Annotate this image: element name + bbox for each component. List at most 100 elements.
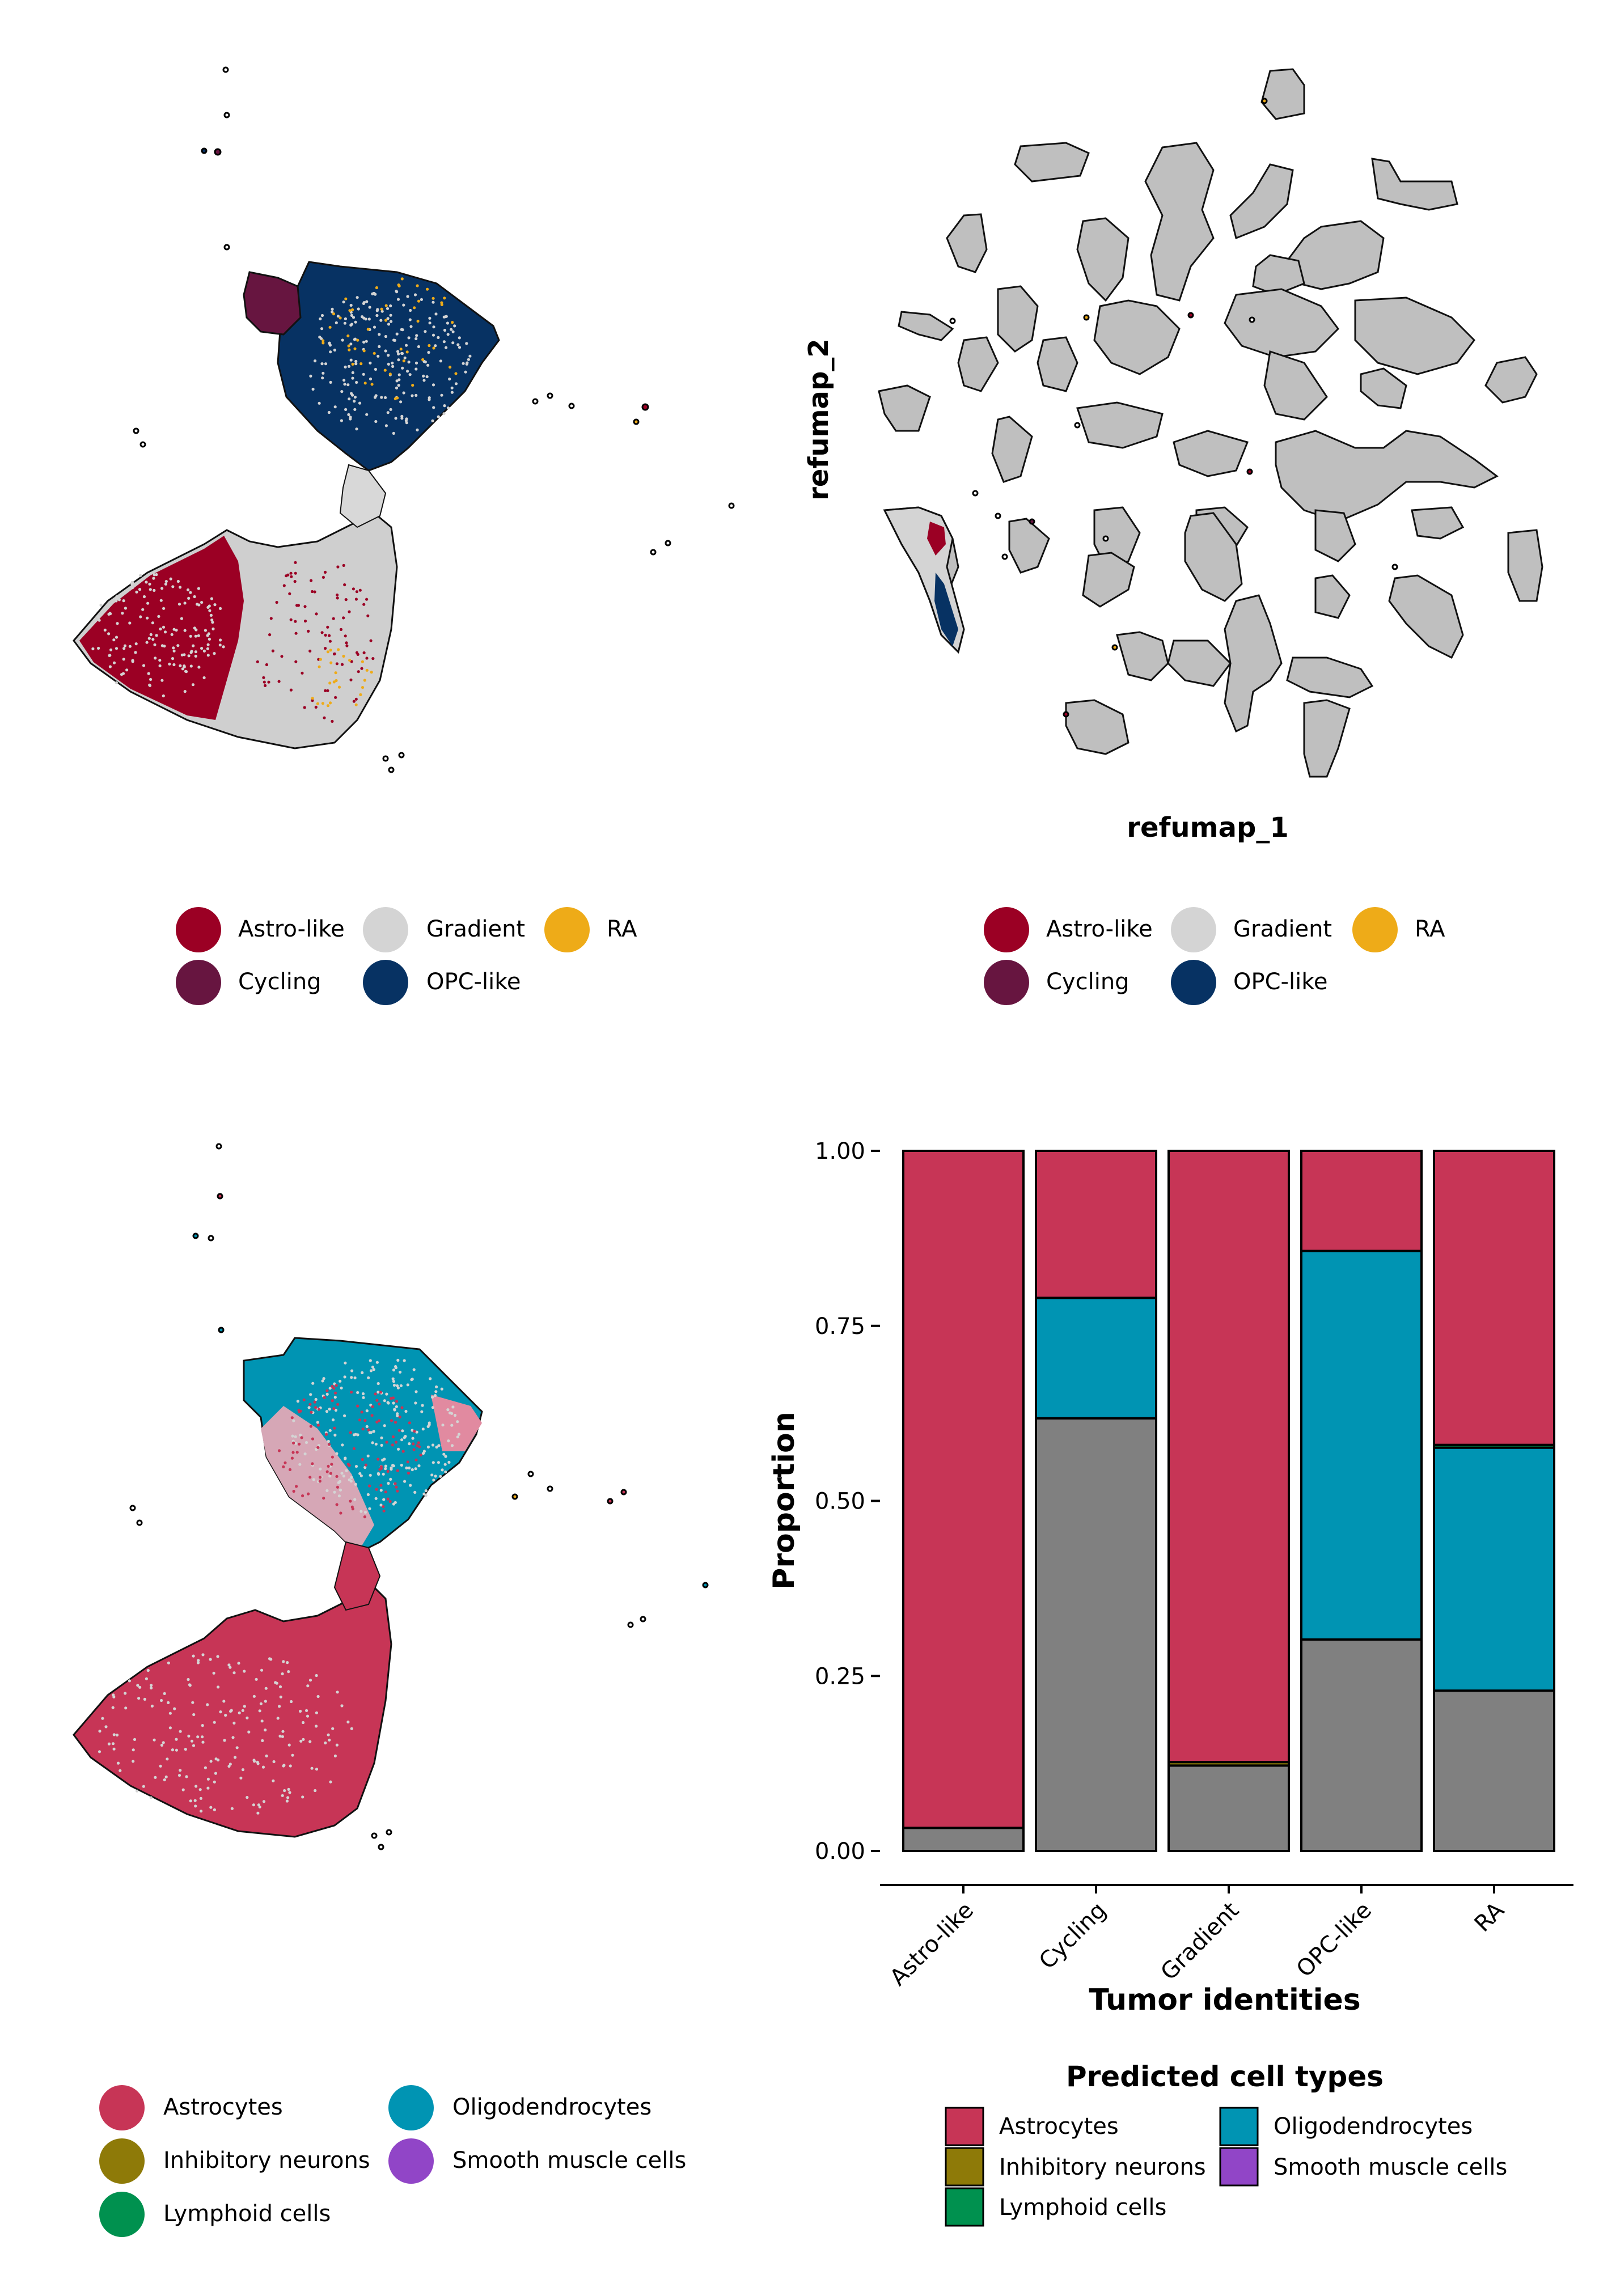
cell-dot — [371, 657, 375, 660]
bridge-region — [339, 464, 387, 528]
cell-dot — [302, 1738, 305, 1741]
cell-dot — [402, 391, 405, 395]
cell-dot — [365, 340, 368, 343]
cell-dot — [376, 1472, 380, 1475]
cell-dot — [168, 662, 171, 666]
cell-dot — [373, 325, 376, 329]
cell-dot — [211, 621, 214, 624]
cell-dot — [326, 625, 329, 629]
cell-dot — [356, 338, 359, 342]
cell-dot — [395, 289, 398, 293]
cell-dot — [374, 1392, 377, 1396]
cell-dot — [272, 1760, 276, 1764]
bar-segment-opc-like-astrocytes — [1300, 1150, 1423, 1252]
cell-dot — [392, 1401, 395, 1405]
cell-dot — [424, 330, 427, 333]
cell-dot — [137, 1697, 141, 1700]
cell-dot — [143, 1697, 146, 1701]
legend-item-lymphoid-cells: Lymphoid cells — [99, 2192, 331, 2237]
cell-dot — [292, 1441, 295, 1444]
cell-dot — [263, 680, 266, 684]
cell-dot — [394, 1501, 397, 1504]
cell-dot — [352, 1433, 356, 1437]
cell-dot — [387, 362, 390, 366]
cell-dot — [327, 1464, 330, 1468]
cell-dot — [295, 604, 299, 607]
cell-dot — [298, 1442, 301, 1446]
legend-label: Inhibitory neurons — [163, 2147, 370, 2174]
cell-dot — [320, 362, 324, 366]
cell-dot — [175, 628, 178, 632]
cell-dot — [159, 599, 163, 602]
outlier-cells — [129, 1143, 709, 1850]
cell-dot — [406, 295, 409, 298]
cell-dot — [350, 1505, 354, 1509]
cell-dot — [392, 1383, 396, 1387]
cell-dot — [202, 676, 206, 680]
cell-dot — [166, 1757, 169, 1761]
cell-dot — [404, 1409, 408, 1413]
cycling-cluster — [243, 271, 302, 336]
bar-segment-gradient-unassigned — [1167, 1764, 1290, 1853]
cell-dot — [354, 320, 357, 324]
cell-dot — [374, 420, 378, 423]
cell-dot — [152, 577, 155, 580]
cell-dot — [361, 1392, 365, 1396]
cell-dot — [394, 397, 397, 400]
cell-dot — [168, 1712, 172, 1715]
cell-dot — [334, 696, 337, 699]
cell-dot — [123, 644, 127, 647]
cell-dot — [341, 1443, 344, 1447]
cell-dot — [427, 351, 430, 354]
bar-area — [902, 1150, 1555, 1853]
outlier-cells — [133, 66, 735, 773]
cell-dot — [326, 650, 330, 654]
cell-dot — [288, 1791, 291, 1794]
cell-dot — [396, 1469, 399, 1472]
cell-dot — [361, 1427, 365, 1431]
cell-dot — [342, 300, 345, 304]
cell-dot — [222, 1700, 226, 1703]
cell-dot — [439, 359, 443, 363]
cell-dot — [320, 327, 324, 331]
cell-dot — [200, 647, 204, 650]
cell-dot — [322, 1497, 325, 1500]
cell-dot — [212, 1671, 215, 1675]
cell-dot — [378, 1403, 381, 1406]
cell-dot — [332, 680, 336, 684]
cell-dot — [206, 643, 210, 646]
cell-dot — [458, 336, 461, 340]
cell-dot — [115, 595, 119, 599]
cell-dot — [334, 1408, 338, 1412]
cell-dot — [91, 647, 95, 651]
cell-dot — [342, 1475, 346, 1478]
upper-cluster-astro — [261, 1406, 374, 1553]
cell-dot — [311, 1382, 315, 1385]
cell-dot — [328, 1408, 331, 1411]
cell-dot — [107, 1742, 111, 1746]
cell-dot — [101, 1717, 104, 1720]
cell-dot — [349, 416, 352, 419]
cell-dot — [363, 679, 366, 682]
cell-dot — [291, 1753, 294, 1757]
cell-dot — [390, 1467, 393, 1471]
legend-swatch — [363, 960, 408, 1005]
cell-dot — [291, 1451, 295, 1454]
cell-dot — [396, 1358, 400, 1362]
cell-dot — [279, 1695, 282, 1698]
cell-dot — [392, 1380, 396, 1383]
cell-dot — [375, 309, 379, 312]
cell-dot — [197, 666, 201, 669]
cell-dot — [444, 1470, 447, 1473]
cell-dot — [292, 1419, 295, 1422]
bar-segment-ra-astrocytes — [1433, 1150, 1555, 1446]
cell-dot — [379, 1484, 383, 1487]
cell-dot — [399, 400, 403, 404]
cell-dot — [208, 609, 211, 612]
cell-dot — [277, 680, 281, 683]
cell-dot — [362, 1396, 365, 1399]
cell-dot — [412, 1442, 415, 1446]
cell-dot — [339, 1488, 342, 1492]
cell-dot — [153, 573, 156, 577]
cell-dot — [395, 1405, 398, 1408]
